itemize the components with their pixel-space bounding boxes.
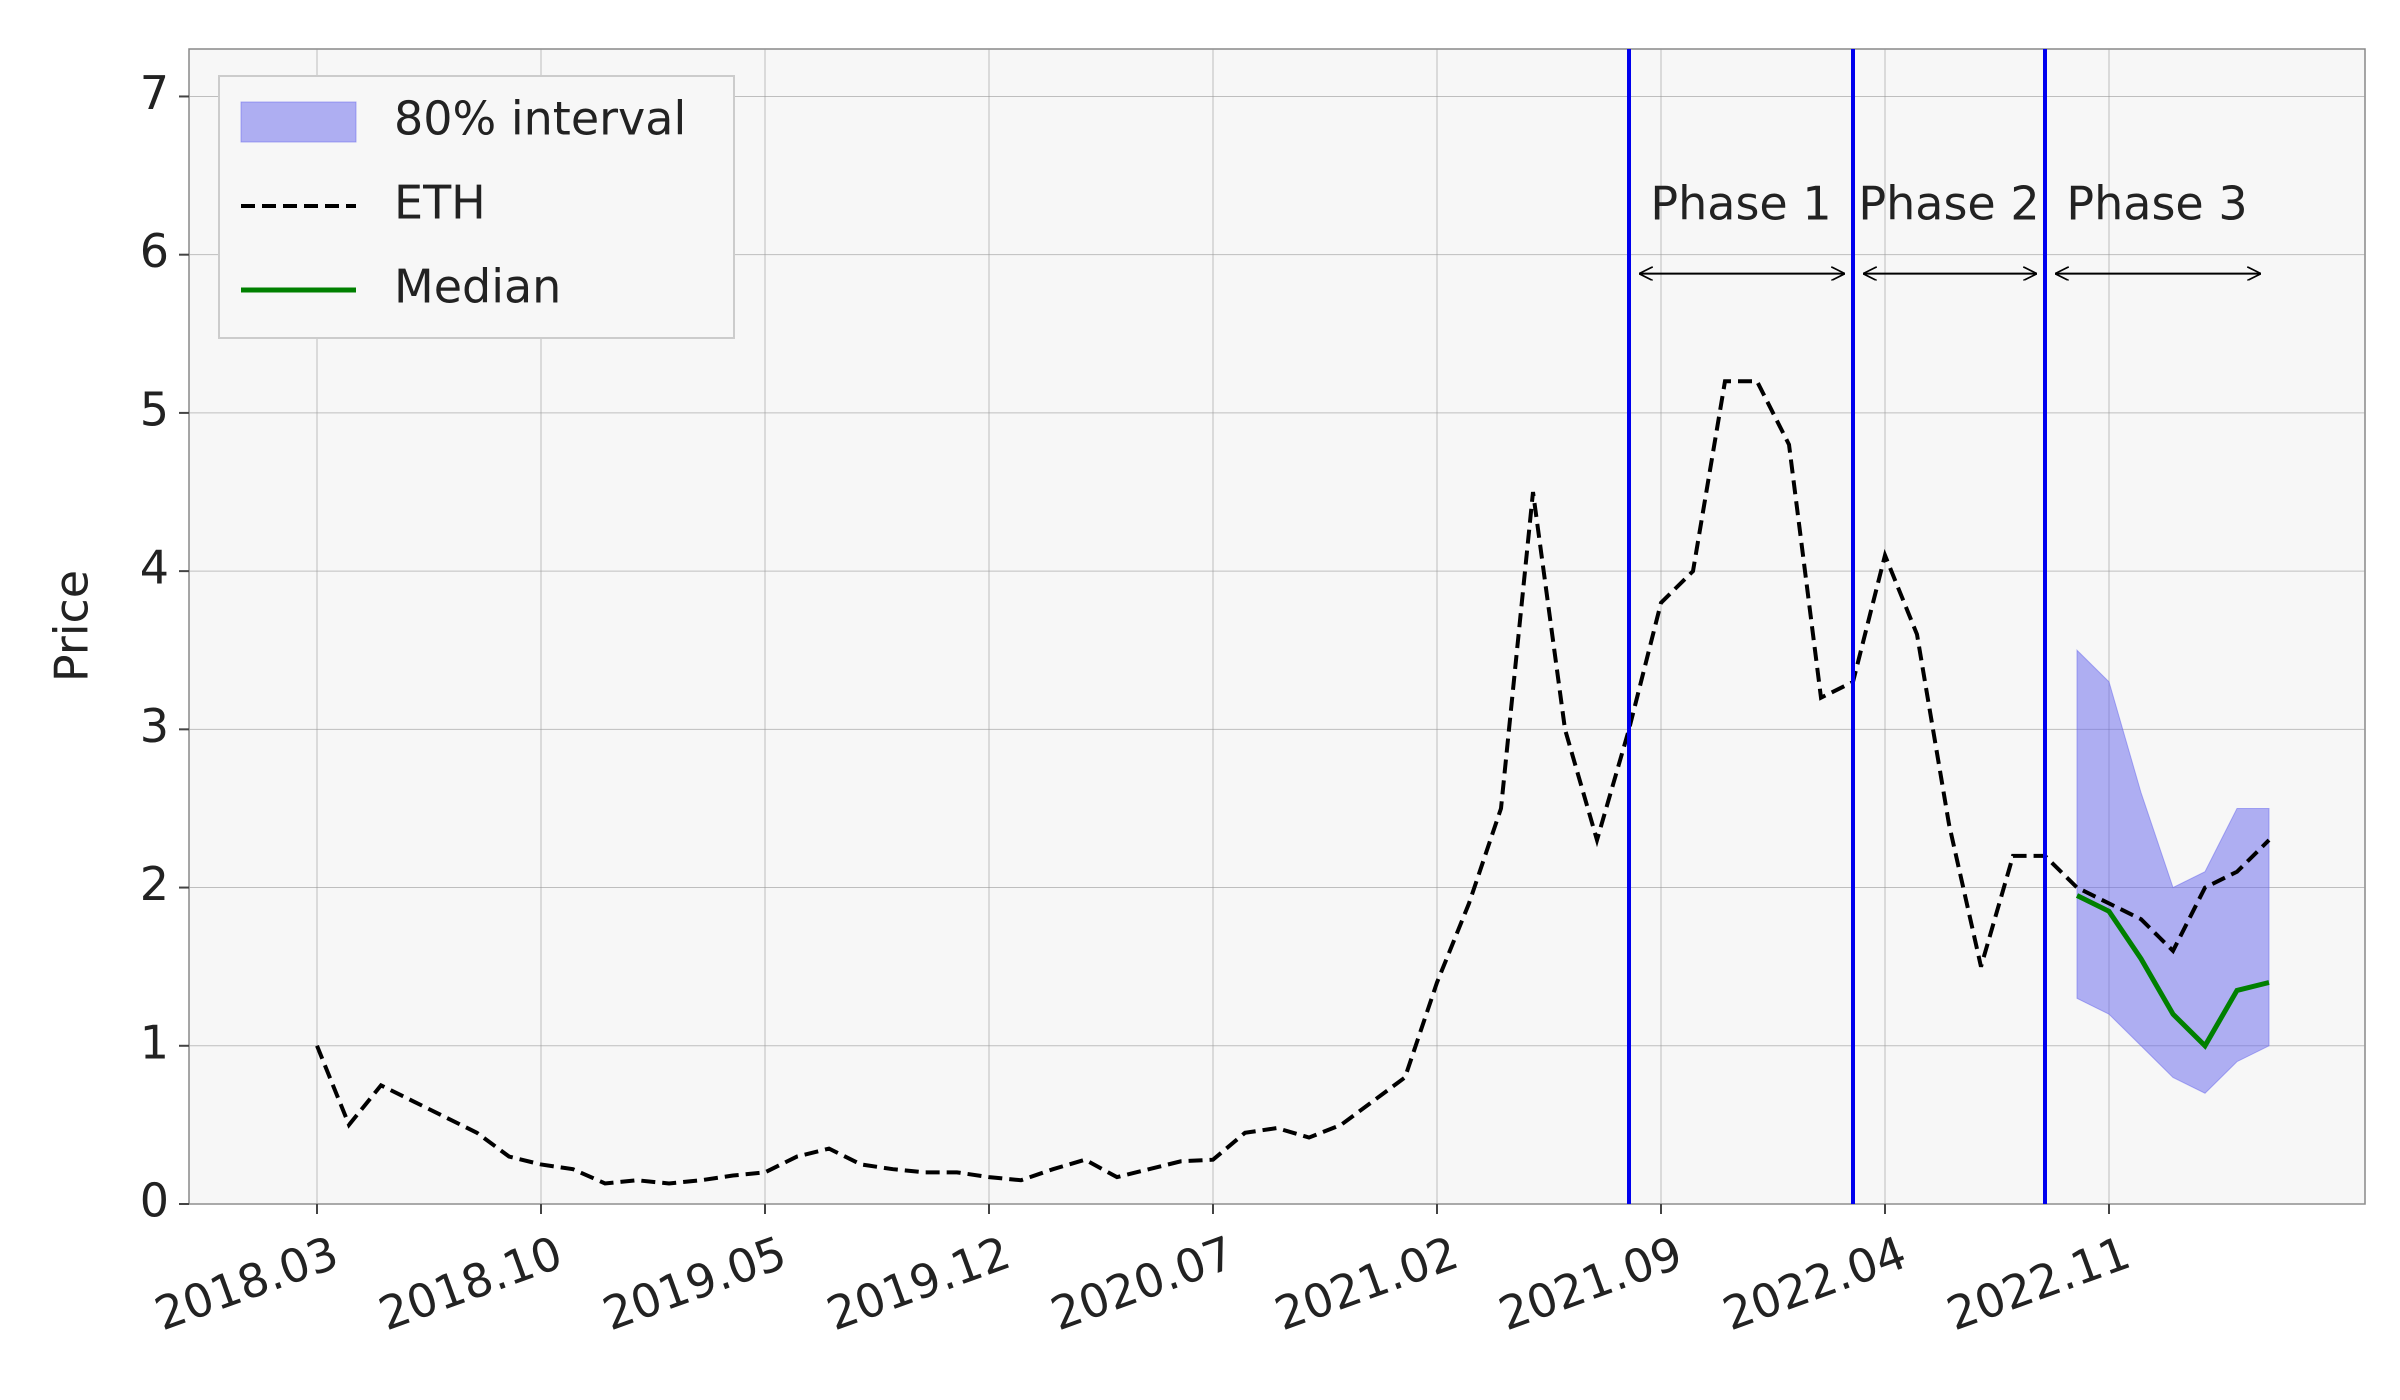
x-tick-label: 2020.07	[1044, 1225, 1241, 1341]
y-tick-label: 6	[140, 224, 169, 278]
phase-label: Phase 2	[1858, 177, 2039, 231]
y-tick-label: 2	[140, 857, 169, 911]
x-tick-label: 2022.04	[1716, 1225, 1913, 1341]
y-tick-label: 5	[140, 382, 169, 436]
legend-swatch	[240, 101, 357, 143]
phase-label: Phase 1	[1650, 177, 1831, 231]
x-tick-label: 2021.09	[1492, 1225, 1689, 1341]
y-tick-label: 1	[140, 1015, 169, 1069]
legend-label: ETH	[394, 176, 486, 230]
y-tick-label: 0	[140, 1174, 169, 1228]
x-tick-label: 2019.05	[596, 1225, 793, 1341]
y-tick-label: 7	[140, 66, 169, 120]
x-tick-label: 2022.11	[1940, 1225, 2137, 1341]
legend-label: 80% interval	[394, 92, 686, 146]
y-tick-label: 4	[140, 541, 169, 595]
x-tick-label: 2018.10	[372, 1225, 569, 1341]
phase-label: Phase 3	[2066, 177, 2247, 231]
series-line	[315, 379, 2271, 1186]
y-tick-label: 3	[140, 699, 169, 753]
legend-label: Median	[394, 260, 561, 314]
interval-band	[2076, 649, 2270, 1094]
x-tick-label: 2018.03	[148, 1225, 345, 1341]
x-tick-label: 2019.12	[820, 1225, 1017, 1341]
y-axis-label: Price	[45, 570, 99, 682]
series-line	[2075, 893, 2270, 1050]
x-tick-label: 2021.02	[1268, 1225, 1465, 1341]
